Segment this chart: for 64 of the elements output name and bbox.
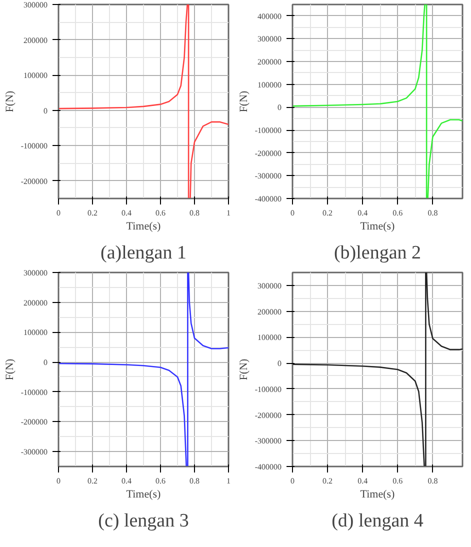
y-tick-label: 200000 (258, 307, 282, 316)
x-tick-label: 0.6 (156, 208, 166, 218)
x-tick-label: 0.4 (358, 476, 368, 486)
x-tick-label: 0.4 (122, 208, 132, 218)
y-tick-label: 200000 (24, 36, 48, 45)
x-tick-label: 1 (226, 476, 230, 486)
y-tick-label: -400000 (254, 194, 282, 204)
y-tick-label: -300000 (20, 448, 48, 457)
x-tick-label: 0.8 (190, 476, 200, 486)
y-axis-title: F(N) (238, 358, 250, 380)
y-tick-label: -100000 (254, 126, 282, 136)
x-tick-label: 0.2 (88, 476, 98, 486)
y-tick-label: 300000 (258, 281, 282, 290)
text: (d) lengan 4 (332, 510, 424, 532)
y-axis-title: F(N) (4, 90, 16, 112)
x-axis-title: Time(s) (126, 220, 162, 232)
y-axis-title: F(N) (4, 358, 16, 380)
y-tick-label: -200000 (20, 176, 48, 186)
y-tick-label: 300000 (24, 268, 48, 278)
y-tick-label: -100000 (20, 142, 48, 151)
y-tick-label: 400000 (258, 12, 282, 21)
x-tick-label: 0.8 (190, 208, 200, 218)
x-axis-title: Time(s) (360, 488, 396, 500)
y-tick-label: 0 (44, 358, 48, 368)
y-tick-label: -200000 (20, 418, 48, 427)
y-tick-label: 300000 (24, 0, 48, 10)
x-tick-label: 0.6 (392, 208, 403, 218)
y-tick-label: -200000 (254, 410, 282, 420)
x-tick-label: 0.8 (428, 208, 438, 218)
x-tick-label: 0 (290, 208, 294, 218)
y-tick-label: 200000 (24, 298, 48, 308)
x-axis-title: Time(s) (360, 220, 396, 232)
x-tick-label: 0.2 (322, 476, 333, 486)
y-tick-label: 100000 (24, 328, 48, 338)
text: (b)lengan 2 (334, 242, 422, 264)
x-tick-label: 0 (56, 208, 60, 218)
y-tick-label: -300000 (254, 436, 282, 446)
y-tick-label: 0 (44, 106, 48, 116)
y-tick-label: -400000 (254, 462, 282, 472)
y-tick-label: -100000 (20, 388, 48, 397)
x-tick-label: 0.4 (358, 208, 368, 218)
y-tick-label: -100000 (254, 384, 282, 394)
x-tick-label: 0.2 (322, 208, 333, 218)
text: (a)lengan 1 (100, 242, 186, 264)
y-tick-label: 0 (278, 359, 282, 368)
y-tick-label: 300000 (258, 34, 282, 44)
y-tick-label: -300000 (254, 172, 282, 181)
y-tick-label: 100000 (258, 333, 282, 342)
x-tick-label: 0.6 (392, 476, 403, 486)
x-tick-label: 1 (226, 208, 230, 218)
x-tick-label: 0.4 (122, 476, 132, 486)
x-tick-label: 0 (56, 476, 60, 486)
x-tick-label: 0.8 (428, 476, 438, 486)
y-tick-label: 100000 (24, 71, 48, 80)
x-tick-label: 0 (290, 476, 294, 486)
y-tick-label: 0 (278, 103, 282, 112)
x-tick-label: 0.2 (88, 208, 98, 218)
y-axis-title: F(N) (238, 90, 250, 112)
y-tick-label: 200000 (258, 58, 282, 67)
y-tick-label: 100000 (258, 80, 282, 90)
y-tick-label: -200000 (254, 148, 282, 158)
x-tick-label: 0.6 (156, 476, 166, 486)
x-axis-title: Time(s) (126, 488, 162, 500)
text: (c) lengan 3 (98, 510, 189, 532)
